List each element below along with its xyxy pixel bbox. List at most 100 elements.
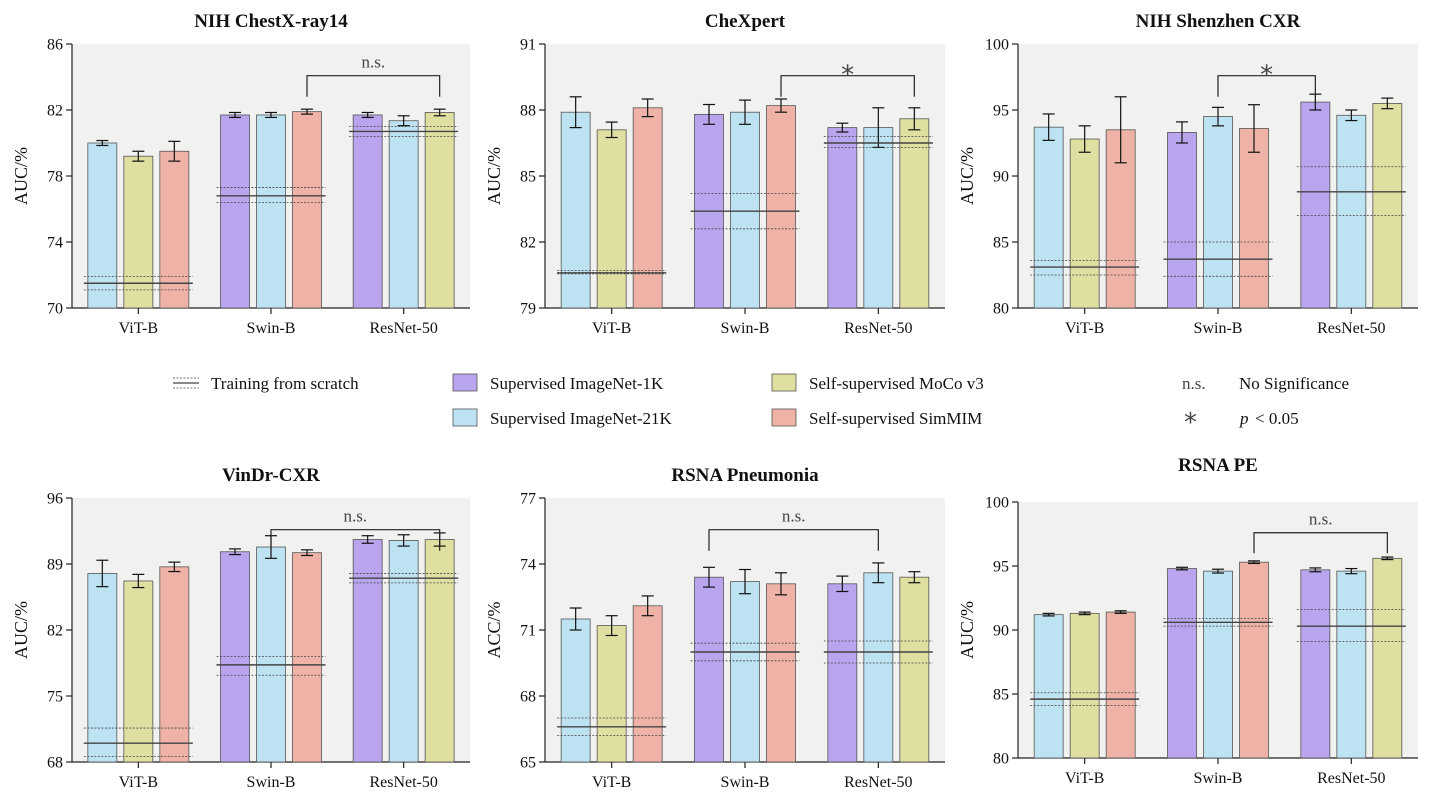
chart-title: RSNA PE xyxy=(1178,455,1258,476)
bracket-line xyxy=(708,529,879,551)
chart-rsna-pneumonia: RSNA Pneumonia ACC/% 65 68 71 74 77 ViT-B Swin-B… xyxy=(484,465,945,791)
y-tick-label: 78 xyxy=(47,169,63,186)
legend-moco-label: Self-supervised MoCo v3 xyxy=(809,374,984,393)
y-tick-label: 96 xyxy=(47,491,63,508)
y-axis-label: AUC/% xyxy=(11,601,31,659)
bar-supervised-imagenet-21k xyxy=(87,573,118,763)
bar-self-supervised-moco-v3 xyxy=(1069,612,1100,759)
legend-star-symbol: * xyxy=(1184,408,1197,438)
bracket-line xyxy=(270,529,441,551)
bar-self-supervised-simmim xyxy=(1239,561,1269,759)
bar-self-supervised-moco-v3 xyxy=(123,580,154,763)
bar-group-resnet-50 xyxy=(1296,556,1406,759)
x-tick-label: Swin-B xyxy=(1194,770,1243,787)
chart-title: NIH ChestX-ray14 xyxy=(194,11,348,32)
bar-supervised-imagenet-21k xyxy=(1033,614,1064,759)
bar-self-supervised-simmim xyxy=(159,566,190,763)
bar-supervised-imagenet-21k xyxy=(560,111,591,309)
y-tick-label: 80 xyxy=(993,751,1009,768)
bar-self-supervised-simmim xyxy=(1239,128,1269,309)
y-tick-label: 90 xyxy=(993,169,1009,186)
bar-supervised-imagenet-1k xyxy=(1167,132,1197,309)
bar-group-vit-b xyxy=(83,139,193,309)
x-tick-label: ViT-B xyxy=(119,774,158,791)
chart-title: NIH Shenzhen CXR xyxy=(1136,11,1301,32)
significance-bracket: n.s. xyxy=(708,507,879,551)
bar-group-swin-b xyxy=(690,98,800,309)
y-axis-label: AUC/% xyxy=(957,601,977,659)
chart-nih-chestx-ray14: NIH ChestX-ray14 AUC/% 70 74 78 82 86 ViT-B Swin… xyxy=(11,11,470,337)
bar-supervised-imagenet-21k xyxy=(863,127,894,309)
legend: Training from scratch Supervised ImageNe… xyxy=(173,373,1349,438)
bar-group-swin-b xyxy=(1163,104,1273,309)
bar-group-vit-b xyxy=(557,96,667,309)
bar-group-resnet-50 xyxy=(1296,93,1406,309)
bar-supervised-imagenet-1k xyxy=(827,127,858,309)
bar-supervised-imagenet-21k xyxy=(560,618,591,763)
x-tick-label: Swin-B xyxy=(1194,320,1243,337)
legend-simmim: Self-supervised SimMIM xyxy=(771,408,982,428)
bar-supervised-imagenet-21k xyxy=(1203,570,1233,759)
bar-supervised-imagenet-1k xyxy=(352,539,383,763)
x-tick-label: ResNet-50 xyxy=(844,320,912,337)
y-tick-label: 80 xyxy=(993,301,1009,318)
legend-ns-text: No Significance xyxy=(1239,374,1349,393)
bar-supervised-imagenet-1k xyxy=(1167,568,1197,759)
bar-self-supervised-simmim xyxy=(292,552,322,763)
bar-group-resnet-50 xyxy=(823,107,933,309)
bar-supervised-imagenet-21k xyxy=(1203,116,1233,309)
y-tick-label: 85 xyxy=(993,235,1009,252)
y-tick-label: 74 xyxy=(47,235,63,252)
bar-self-supervised-simmim xyxy=(766,583,796,763)
y-tick-label: 79 xyxy=(520,301,536,318)
bar-supervised-imagenet-21k xyxy=(1336,114,1367,309)
bar-group-resnet-50 xyxy=(823,562,933,763)
chart-chexpert: CheXpert AUC/% 79 82 85 88 91 ViT-B Swin-B ResNet… xyxy=(484,11,945,337)
y-tick-label: 100 xyxy=(985,495,1009,512)
y-tick-label: 88 xyxy=(520,103,536,120)
bar-self-supervised-simmim xyxy=(632,107,663,309)
bar-group-swin-b xyxy=(216,108,326,309)
bar-self-supervised-moco-v3 xyxy=(899,118,930,309)
bar-self-supervised-simmim xyxy=(1105,611,1136,759)
bar-group-swin-b xyxy=(690,566,800,763)
significance-bracket: n.s. xyxy=(270,507,441,551)
y-tick-label: 90 xyxy=(993,623,1009,640)
bar-self-supervised-simmim xyxy=(766,105,796,309)
legend-ns-symbol: n.s. xyxy=(1182,374,1206,393)
y-tick-label: 91 xyxy=(520,37,536,54)
bar-self-supervised-simmim xyxy=(292,111,322,309)
x-tick-label: Swin-B xyxy=(721,774,770,791)
y-tick-label: 86 xyxy=(47,37,63,54)
x-tick-label: ViT-B xyxy=(119,320,158,337)
x-tick-label: Swin-B xyxy=(247,774,296,791)
chart-title: CheXpert xyxy=(705,11,786,32)
y-axis-label: AUC/% xyxy=(957,147,977,205)
chart-rsna-pe: RSNA PE AUC/% 80 85 90 95 100 ViT-B Swin-B ResNet… xyxy=(957,455,1418,787)
significance-bracket: * xyxy=(780,61,915,97)
bar-self-supervised-moco-v3 xyxy=(596,129,627,309)
y-tick-label: 85 xyxy=(520,169,536,186)
significance-label: * xyxy=(1260,61,1273,91)
bar-supervised-imagenet-21k xyxy=(1033,126,1064,309)
legend-simmim-swatch xyxy=(771,408,797,427)
significance-bracket: * xyxy=(1217,61,1316,97)
x-tick-label: ViT-B xyxy=(592,774,631,791)
x-tick-label: ResNet-50 xyxy=(844,774,912,791)
bar-self-supervised-moco-v3 xyxy=(596,625,627,763)
y-tick-label: 100 xyxy=(985,37,1009,54)
bracket-line xyxy=(306,75,441,97)
chart-nih-shenzhen-cxr: NIH Shenzhen CXR AUC/% 80 85 90 95 100 ViT-B Swi… xyxy=(957,11,1418,337)
x-tick-label: ResNet-50 xyxy=(1317,320,1385,337)
bar-supervised-imagenet-21k xyxy=(256,546,286,763)
y-axis-label: AUC/% xyxy=(11,147,31,205)
y-tick-label: 74 xyxy=(520,557,536,574)
x-tick-label: ResNet-50 xyxy=(369,320,437,337)
legend-in21k-swatch xyxy=(452,408,478,427)
x-tick-label: ResNet-50 xyxy=(369,774,437,791)
legend-moco-swatch xyxy=(771,373,797,392)
bracket-line xyxy=(1253,532,1388,554)
significance-label: * xyxy=(841,61,854,91)
y-tick-label: 75 xyxy=(47,689,63,706)
x-tick-label: ResNet-50 xyxy=(1317,770,1385,787)
